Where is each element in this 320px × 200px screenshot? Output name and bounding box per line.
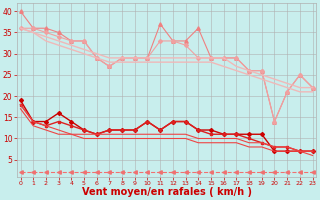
X-axis label: Vent moyen/en rafales ( km/h ): Vent moyen/en rafales ( km/h ) bbox=[82, 187, 252, 197]
